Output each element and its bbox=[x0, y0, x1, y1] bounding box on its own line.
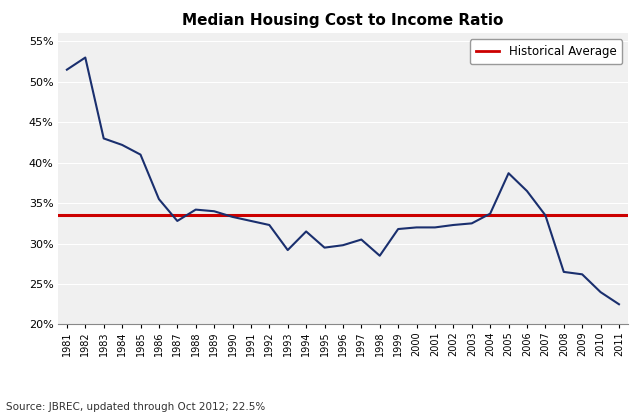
Title: Median Housing Cost to Income Ratio: Median Housing Cost to Income Ratio bbox=[182, 13, 504, 28]
Legend: Historical Average: Historical Average bbox=[470, 39, 622, 64]
Text: Source: JBREC, updated through Oct 2012; 22.5%: Source: JBREC, updated through Oct 2012;… bbox=[6, 402, 265, 412]
